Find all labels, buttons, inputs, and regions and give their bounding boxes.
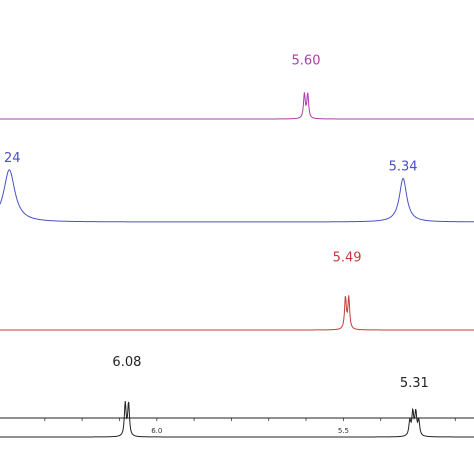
spectrum-trace-3 [0,295,474,331]
peak-label-2-2: 5.34 [389,160,418,175]
peak-label-4-1: 6.08 [112,355,141,370]
peak-label-1-1: 5.60 [292,53,321,68]
x-tick-label-1: 6.0 [151,427,162,435]
peak-label-2-1: 24 [4,151,21,166]
peak-label-3-1: 5.49 [333,250,362,265]
spectrum-trace-4 [0,400,474,438]
x-tick-label-2: 5.5 [338,427,349,435]
x-axis: 6.0 5.5 [0,417,474,435]
spectra-layer [0,92,474,438]
peak-label-4-2: 5.31 [400,376,429,391]
peak-labels: 5.60 24 5.34 5.49 6.08 5.31 [4,53,429,391]
spectrum-trace-2 [0,169,474,223]
spectrum-trace-1 [0,92,474,120]
